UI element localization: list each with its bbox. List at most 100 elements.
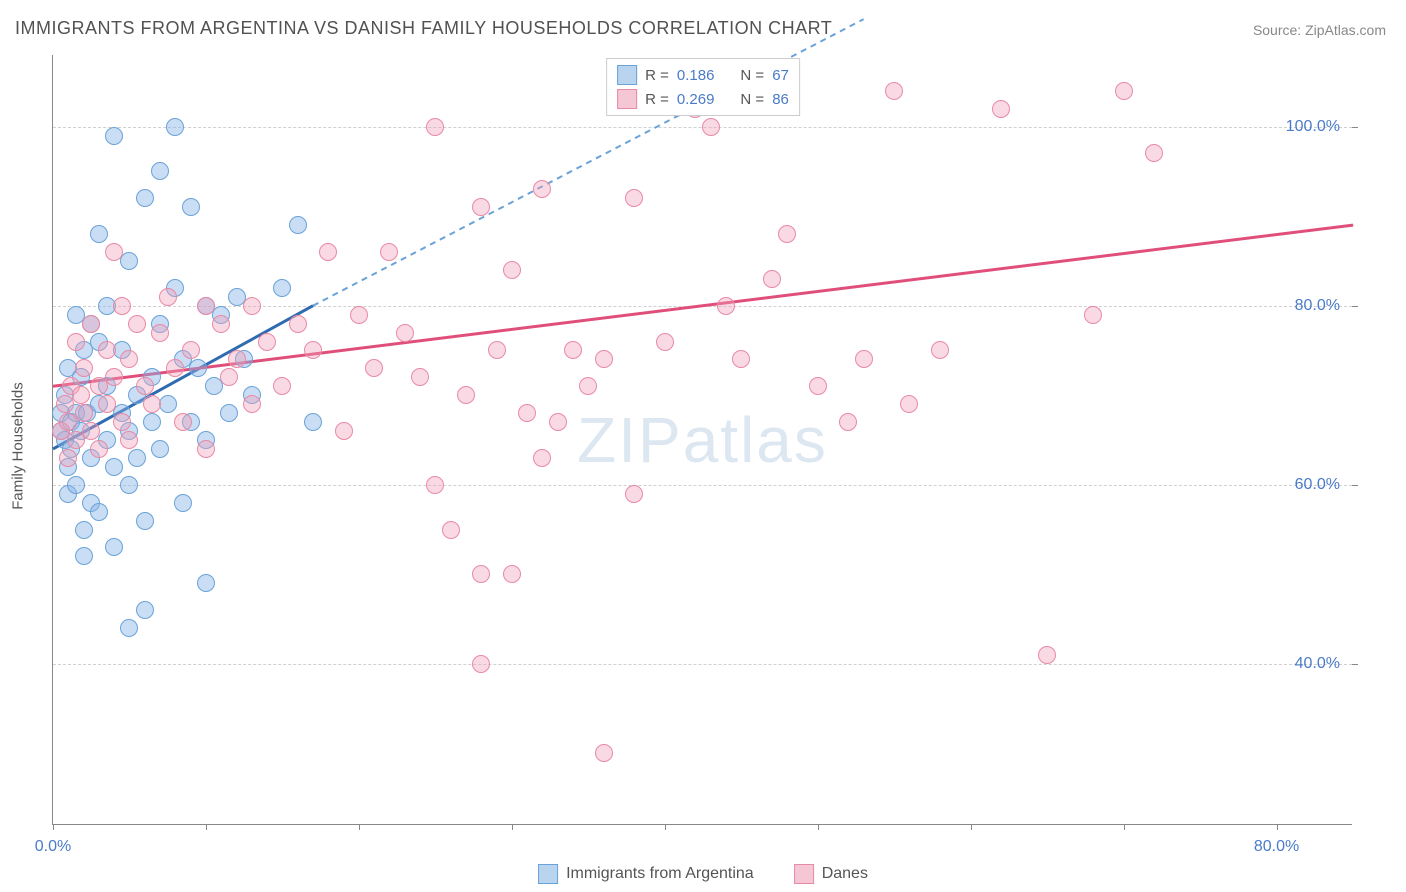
y-tick-mark	[1352, 306, 1358, 307]
data-point	[105, 368, 123, 386]
data-point	[105, 538, 123, 556]
data-point	[503, 261, 521, 279]
data-point	[411, 368, 429, 386]
data-point	[273, 279, 291, 297]
x-tick-mark	[1124, 824, 1125, 830]
data-point	[90, 503, 108, 521]
x-tick-mark	[512, 824, 513, 830]
data-point	[595, 744, 613, 762]
data-point	[1038, 646, 1056, 664]
data-point	[159, 288, 177, 306]
data-point	[702, 118, 720, 136]
data-point	[82, 315, 100, 333]
x-tick-mark	[665, 824, 666, 830]
data-point	[220, 404, 238, 422]
data-point	[549, 413, 567, 431]
stat-n-label: N =	[740, 67, 764, 84]
data-point	[518, 404, 536, 422]
legend-stat-row: R =0.269N =86	[617, 87, 789, 111]
data-point	[809, 377, 827, 395]
data-point	[143, 413, 161, 431]
data-point	[128, 449, 146, 467]
data-point	[59, 449, 77, 467]
data-point	[855, 350, 873, 368]
x-tick-label: 80.0%	[1254, 838, 1299, 856]
data-point	[143, 395, 161, 413]
data-point	[67, 333, 85, 351]
data-point	[778, 225, 796, 243]
x-tick-mark	[971, 824, 972, 830]
legend-series-label: Danes	[822, 865, 868, 883]
data-point	[503, 565, 521, 583]
data-point	[166, 359, 184, 377]
data-point	[442, 521, 460, 539]
data-point	[533, 180, 551, 198]
data-point	[174, 494, 192, 512]
stat-n-value: 67	[772, 67, 789, 84]
data-point	[564, 341, 582, 359]
data-point	[151, 162, 169, 180]
data-point	[105, 127, 123, 145]
data-point	[488, 341, 506, 359]
data-point	[105, 458, 123, 476]
data-point	[763, 270, 781, 288]
y-tick-mark	[1352, 485, 1358, 486]
data-point	[396, 324, 414, 342]
data-point	[273, 377, 291, 395]
watermark: ZIPatlas	[577, 403, 828, 477]
data-point	[136, 601, 154, 619]
data-point	[228, 350, 246, 368]
x-tick-mark	[818, 824, 819, 830]
data-point	[335, 422, 353, 440]
data-point	[243, 395, 261, 413]
data-point	[67, 476, 85, 494]
stat-n-label: N =	[740, 91, 764, 108]
data-point	[1145, 144, 1163, 162]
data-point	[900, 395, 918, 413]
data-point	[625, 485, 643, 503]
data-point	[120, 252, 138, 270]
correlation-legend: R = 0.186 N = 67 R =0.269N =86	[606, 58, 800, 116]
data-point	[1084, 306, 1102, 324]
stat-r-value: 0.186	[677, 67, 715, 84]
data-point	[90, 225, 108, 243]
data-point	[220, 368, 238, 386]
series-legend: Immigrants from Argentina Danes	[538, 864, 868, 884]
data-point	[595, 350, 613, 368]
data-point	[289, 315, 307, 333]
data-point	[90, 440, 108, 458]
data-point	[533, 449, 551, 467]
data-point	[380, 243, 398, 261]
data-point	[426, 118, 444, 136]
data-point	[174, 413, 192, 431]
x-tick-mark	[1277, 824, 1278, 830]
data-point	[136, 377, 154, 395]
data-point	[120, 619, 138, 637]
x-tick-mark	[206, 824, 207, 830]
legend-swatch	[794, 864, 814, 884]
data-point	[75, 359, 93, 377]
data-point	[472, 655, 490, 673]
data-point	[113, 413, 131, 431]
data-point	[120, 431, 138, 449]
legend-series-item: Danes	[794, 864, 868, 884]
data-point	[136, 512, 154, 530]
chart-title: IMMIGRANTS FROM ARGENTINA VS DANISH FAMI…	[15, 18, 832, 39]
plot-area: ZIPatlas 40.0%60.0%80.0%100.0%0.0%80.0%	[52, 55, 1352, 825]
data-point	[258, 333, 276, 351]
data-point	[113, 297, 131, 315]
data-point	[75, 521, 93, 539]
grid-line	[53, 664, 1352, 665]
data-point	[105, 243, 123, 261]
data-point	[304, 341, 322, 359]
y-tick-mark	[1352, 664, 1358, 665]
stat-r-label: R =	[645, 91, 669, 108]
data-point	[289, 216, 307, 234]
data-point	[151, 324, 169, 342]
data-point	[98, 341, 116, 359]
data-point	[182, 341, 200, 359]
legend-series-label: Immigrants from Argentina	[566, 865, 754, 883]
data-point	[197, 297, 215, 315]
y-tick-label: 80.0%	[1295, 297, 1340, 315]
y-tick-label: 60.0%	[1295, 476, 1340, 494]
